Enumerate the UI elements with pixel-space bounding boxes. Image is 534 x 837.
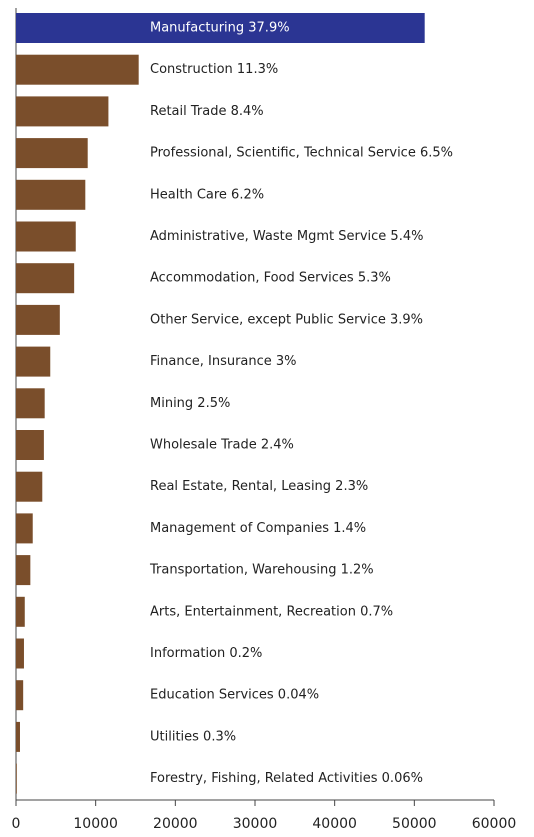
bar	[16, 263, 75, 294]
category-label: Retail Trade 8.4%	[150, 104, 264, 119]
category-label: Administrative, Waste Mgmt Service 5.4%	[150, 229, 423, 244]
category-label: Education Services 0.04%	[150, 688, 319, 703]
bar	[16, 513, 33, 544]
category-label: Health Care 6.2%	[150, 187, 264, 202]
bar	[16, 721, 20, 752]
bar	[16, 179, 86, 210]
category-label: Wholesale Trade 2.4%	[150, 438, 294, 453]
bar	[16, 346, 51, 377]
x-tick-label: 60000	[472, 816, 517, 832]
bar	[16, 596, 25, 627]
category-label: Accommodation, Food Services 5.3%	[150, 271, 391, 286]
category-label: Forestry, Fishing, Related Activities 0.…	[150, 771, 423, 786]
category-label: Transportation, Warehousing 1.2%	[149, 563, 374, 578]
bar	[16, 388, 45, 419]
category-label: Professional, Scientific, Technical Serv…	[150, 146, 453, 161]
bar	[16, 471, 43, 502]
bar	[16, 680, 24, 711]
x-tick-label: 40000	[312, 816, 357, 832]
category-label: Manufacturing 37.9%	[150, 21, 290, 36]
category-label: Finance, Insurance 3%	[150, 354, 297, 369]
category-label: Arts, Entertainment, Recreation 0.7%	[150, 604, 393, 619]
bar	[16, 763, 17, 794]
category-label: Management of Companies 1.4%	[150, 521, 366, 536]
x-tick-label: 0	[12, 816, 21, 832]
category-label: Utilities 0.3%	[150, 729, 236, 744]
category-label: Construction 11.3%	[150, 62, 278, 77]
bar	[16, 13, 425, 43]
x-tick-label: 20000	[153, 816, 198, 832]
bar	[16, 555, 31, 586]
bar	[16, 430, 44, 460]
bar	[16, 221, 76, 252]
category-label: Real Estate, Rental, Leasing 2.3%	[150, 479, 368, 494]
bar	[16, 96, 109, 127]
category-label: Information 0.2%	[150, 646, 262, 661]
bar	[16, 638, 24, 669]
bar	[16, 138, 88, 169]
category-label: Other Service, except Public Service 3.9…	[150, 312, 423, 327]
x-tick-label: 30000	[233, 816, 278, 832]
x-tick-label: 50000	[392, 816, 437, 832]
bar	[16, 54, 139, 85]
x-tick-label: 10000	[73, 816, 118, 832]
category-label: Mining 2.5%	[150, 396, 230, 411]
bar	[16, 304, 60, 335]
